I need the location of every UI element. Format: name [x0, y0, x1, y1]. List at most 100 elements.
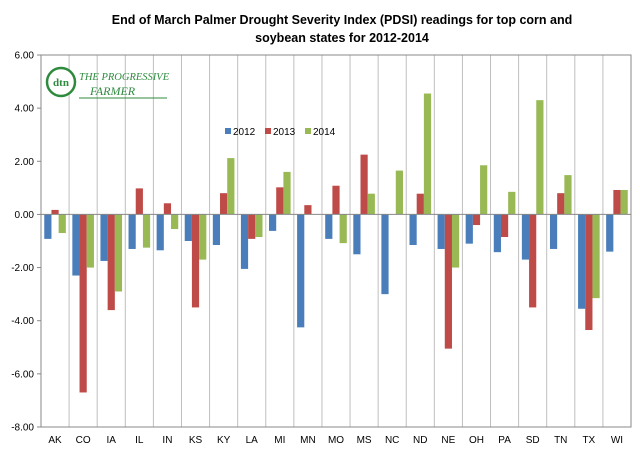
x-tick-label-LA: LA [246, 435, 259, 446]
y-tick-label: 0.00 [15, 210, 35, 221]
x-tick-label-NC: NC [385, 435, 399, 446]
x-tick-label-AK: AK [48, 435, 62, 446]
bar-2013-CO [79, 214, 87, 393]
bar-2014-IA [114, 214, 123, 292]
bar-2013-MS [360, 154, 368, 215]
bar-2013-WI [613, 189, 621, 215]
legend-swatch-2012 [225, 128, 231, 134]
bar-2013-MO [332, 185, 340, 215]
legend-label-2013: 2013 [273, 127, 296, 138]
bar-2012-IL [128, 214, 136, 249]
legend-label-2014: 2014 [313, 127, 336, 138]
dtn-logo-ring [45, 66, 77, 98]
legend: 2012 2013 2014 [225, 127, 336, 138]
y-tick-label: -4.00 [11, 316, 34, 327]
bar-2014-KY [227, 158, 235, 215]
x-tick-label-MN: MN [300, 435, 316, 446]
bar-2012-IA [100, 214, 108, 261]
logo-line-1: THE PROGRESSIVE [79, 72, 170, 83]
bar-2014-NE [451, 214, 460, 268]
x-tick-label-IA: IA [107, 435, 117, 446]
x-tick-label-SD: SD [526, 435, 540, 446]
bar-2012-OH [465, 214, 473, 244]
bar-2014-MO [339, 214, 347, 244]
bar-2013-ND [416, 193, 424, 215]
bar-2012-TX [578, 214, 586, 309]
bar-2014-KS [199, 214, 207, 260]
x-tick-label-KS: KS [189, 435, 203, 446]
bar-2012-AK [44, 214, 52, 239]
bar-2014-SD [536, 100, 544, 215]
bar-2013-LA [248, 214, 256, 239]
bar-2012-IN [156, 214, 164, 251]
y-tick-label: -8.00 [11, 423, 34, 434]
bar-2012-TN [549, 214, 558, 249]
legend-label-2012: 2012 [233, 127, 256, 138]
bar-2012-MI [269, 214, 277, 231]
logo-line-2: FARMER [89, 84, 136, 98]
x-tick-label-TX: TX [582, 435, 595, 446]
bar-2013-PA [500, 214, 509, 238]
bar-2014-ND [423, 93, 432, 215]
bar-2012-MS [353, 214, 361, 255]
chart-title-line-2: soybean states for 2012-2014 [255, 31, 429, 45]
y-tick-label: 6.00 [15, 51, 35, 62]
x-tick-label-TN: TN [554, 435, 567, 446]
bar-2013-TX [585, 214, 593, 331]
x-tick-label-ND: ND [413, 435, 427, 446]
bar-2014-WI [620, 189, 628, 215]
bar-2013-NE [444, 214, 452, 349]
y-tick-label: -6.00 [11, 369, 34, 380]
bar-2014-TX [592, 214, 600, 299]
x-tick-label-KY: KY [217, 435, 231, 446]
bar-2012-CO [72, 214, 80, 276]
bar-2014-MI [283, 171, 291, 215]
bar-2013-IL [135, 188, 143, 215]
bar-2013-TN [557, 193, 565, 215]
bar-2014-IL [142, 214, 151, 248]
x-tick-label-IN: IN [162, 435, 172, 446]
bar-2012-NE [437, 214, 445, 249]
y-tick-labels: 6.00 4.00 2.00 0.00 -2.00 -4.00 -6.00 -8.00 [11, 51, 34, 434]
bar-2013-IN [163, 203, 172, 215]
bar-2012-NC [381, 214, 389, 295]
y-tick-label: -2.00 [11, 263, 34, 274]
bar-2012-SD [521, 214, 530, 260]
bar-2014-AK [58, 214, 66, 234]
bar-2013-AK [51, 209, 59, 215]
bar-2014-LA [255, 214, 263, 238]
x-tick-label-WI: WI [611, 435, 623, 446]
bar-2013-IA [107, 214, 115, 311]
dtn-logo-mark: dtn [53, 77, 69, 89]
y-tick-label: 4.00 [15, 104, 35, 115]
legend-swatch-2013 [265, 128, 271, 134]
bar-2014-OH [480, 165, 488, 215]
bar-2012-MN [297, 214, 305, 328]
bar-2014-CO [86, 214, 94, 268]
x-tick-labels: AK CO IA IL IN KS KY LA MI MN MO MS NC ND NE OH PA SD TN TX… [48, 435, 623, 446]
grid-lines [68, 55, 604, 427]
x-tick-label-MO: MO [328, 435, 344, 446]
bar-2012-KS [184, 214, 192, 241]
x-tick-label-IL: IL [135, 435, 144, 446]
x-tick-label-CO: CO [76, 435, 91, 446]
bar-2012-PA [493, 214, 501, 253]
bar-2013-OH [472, 214, 481, 226]
bar-2013-SD [529, 214, 537, 308]
bar-2014-NC [395, 170, 403, 215]
chart-title-line-1: End of March Palmer Drought Severity Ind… [112, 13, 573, 27]
dtn-progressive-farmer-logo: dtn THE PROGRESSIVE FARMER [45, 66, 170, 99]
x-tick-label-OH: OH [469, 435, 484, 446]
bar-2013-MN [304, 205, 312, 215]
x-tick-label-MS: MS [357, 435, 372, 446]
x-tick-label-PA: PA [498, 435, 511, 446]
y-tick-label: 2.00 [15, 157, 35, 168]
plot-area-border [40, 54, 632, 428]
bar-2014-IN [171, 214, 179, 230]
axes [37, 54, 632, 428]
bar-2013-KY [220, 193, 228, 215]
x-tick-label-NE: NE [441, 435, 455, 446]
bar-2012-ND [409, 214, 417, 245]
x-tick-label-MI: MI [274, 435, 285, 446]
